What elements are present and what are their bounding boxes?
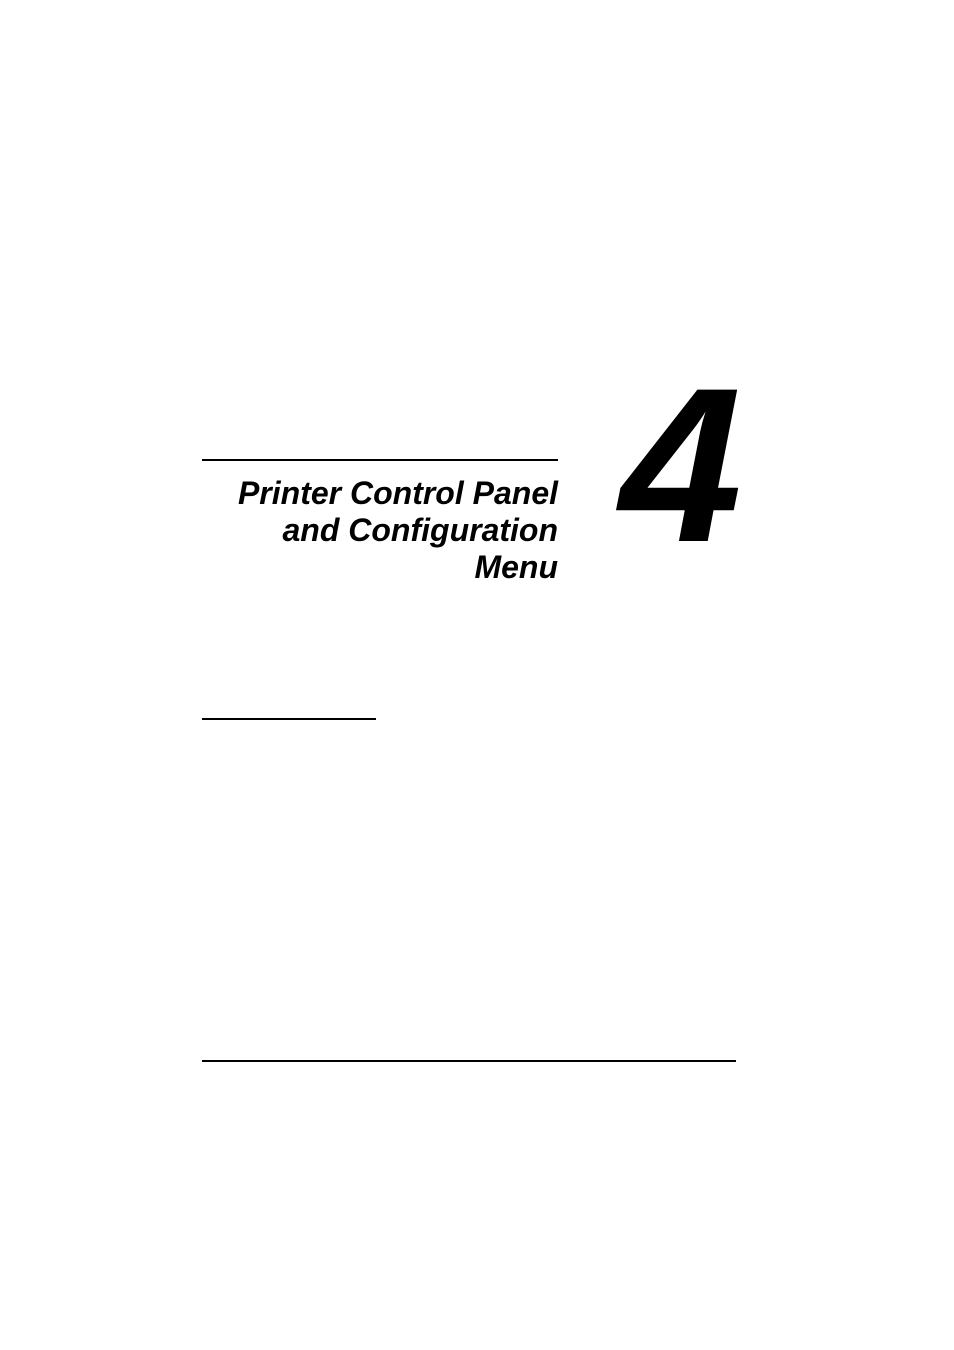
top-rule [202,459,558,461]
chapter-number: 4 [620,355,734,575]
chapter-title: Printer Control Panel and Configuration … [202,475,558,585]
bottom-rule [202,1060,736,1062]
mid-rule [202,718,376,720]
page-container: 4 Printer Control Panel and Configuratio… [0,0,954,1350]
